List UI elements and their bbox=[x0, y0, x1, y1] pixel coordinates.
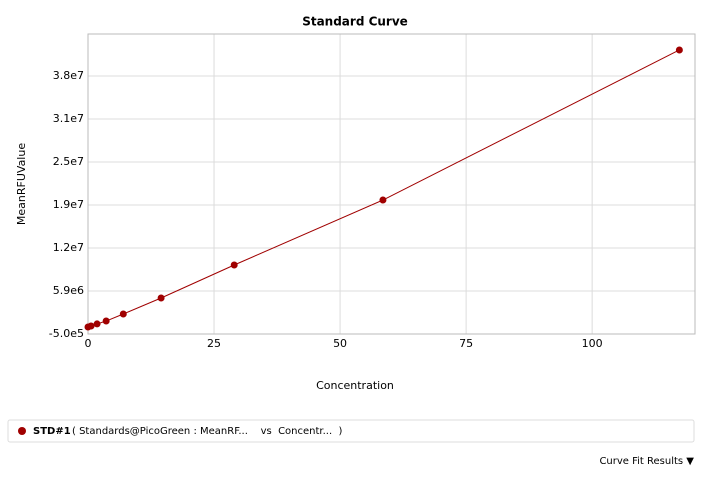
x-tick-label: 0 bbox=[85, 337, 92, 350]
data-point bbox=[157, 294, 165, 302]
x-tick-label: 50 bbox=[333, 337, 347, 350]
legend-marker bbox=[18, 427, 26, 435]
y-tick-label: 1.9e7 bbox=[53, 198, 84, 211]
x-tick-label: 75 bbox=[459, 337, 473, 350]
data-point bbox=[102, 317, 110, 325]
x-tick-label: 100 bbox=[582, 337, 603, 350]
chart-title: Standard Curve bbox=[302, 15, 408, 29]
y-tick-label: 1.2e7 bbox=[53, 241, 84, 254]
y-tick-label: 5.9e6 bbox=[53, 284, 84, 297]
y-tick-label: 2.5e7 bbox=[53, 155, 84, 168]
y-axis-label: MeanRFUValue bbox=[15, 143, 28, 225]
curve-fit-results[interactable]: Curve Fit Results ▼ bbox=[599, 456, 694, 467]
data-point bbox=[675, 46, 683, 54]
data-point bbox=[119, 310, 127, 318]
data-point bbox=[93, 320, 101, 328]
y-tick-label: -5.0e5 bbox=[49, 327, 84, 340]
plot-border bbox=[87, 33, 696, 335]
y-tick-label: 3.8e7 bbox=[53, 69, 84, 82]
y-tick-label: 3.1e7 bbox=[53, 112, 84, 125]
data-point bbox=[379, 196, 387, 204]
legend-label: STD#1 bbox=[33, 426, 71, 437]
data-point bbox=[230, 261, 238, 269]
x-tick-label: 25 bbox=[207, 337, 221, 350]
legend-detail: ( Standards@PicoGreen : MeanRF... vs Con… bbox=[72, 426, 343, 437]
data-point bbox=[87, 322, 95, 330]
x-axis-label: Concentration bbox=[316, 379, 394, 392]
legend-box bbox=[7, 419, 695, 443]
